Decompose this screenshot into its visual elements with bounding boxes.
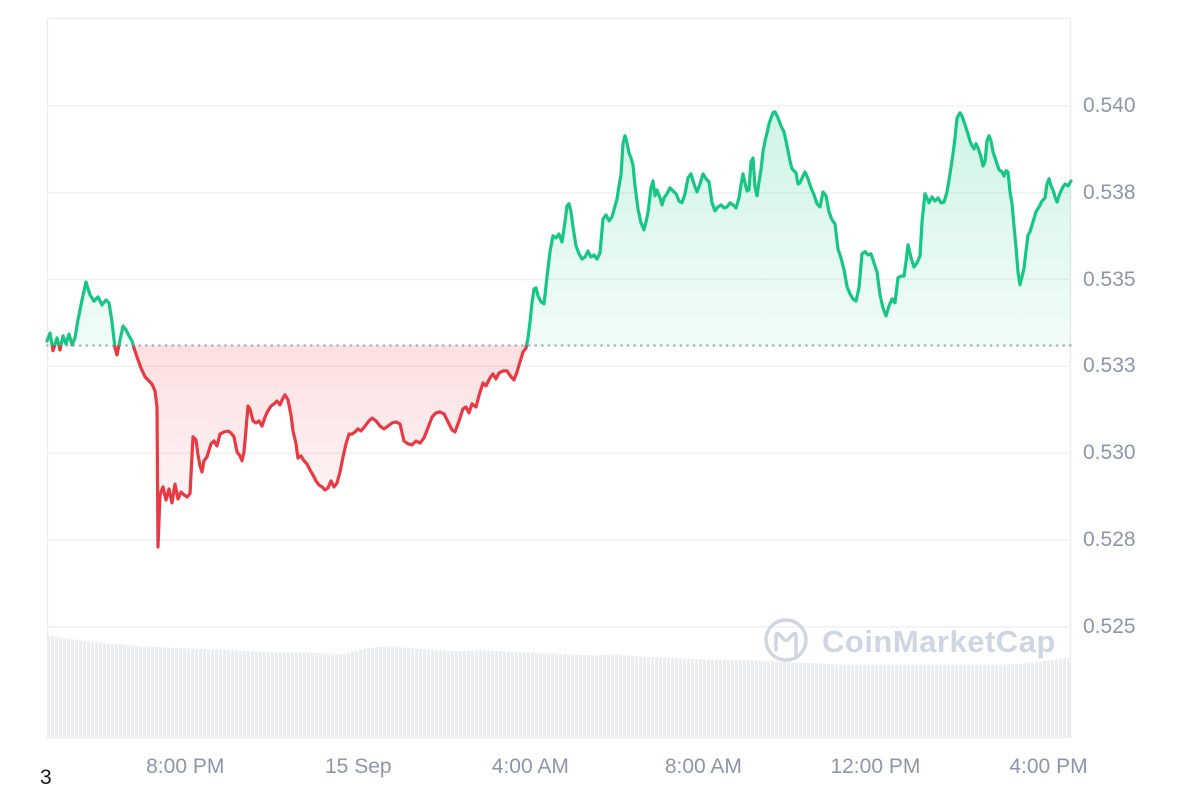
y-axis-label: 0.525 xyxy=(1083,614,1136,638)
page-indicator: 3 xyxy=(40,766,52,789)
x-axis-label: 12:00 PM xyxy=(830,755,921,778)
y-axis-label: 0.528 xyxy=(1083,528,1136,552)
coinmarketcap-watermark: CoinMarketCap xyxy=(764,618,1056,662)
x-axis-label: 4:00 PM xyxy=(1009,755,1088,778)
price-area-fill xyxy=(47,111,1071,547)
y-axis-label: 0.535 xyxy=(1083,267,1136,291)
x-axis-label: 15 Sep xyxy=(325,755,392,778)
price-line xyxy=(45,110,1073,549)
x-axis-label: 8:00 AM xyxy=(664,755,742,778)
watermark-label: CoinMarketCap xyxy=(822,624,1056,659)
x-axis-label: 4:00 AM xyxy=(491,755,569,778)
y-axis-label: 0.533 xyxy=(1083,354,1136,378)
x-axis-label: 8:00 PM xyxy=(146,755,225,778)
coinmarketcap-logo-m-icon xyxy=(774,631,798,660)
coinmarketcap-logo-icon xyxy=(764,618,808,662)
volume-bars xyxy=(47,636,1070,738)
y-axis-label: 0.530 xyxy=(1083,441,1136,465)
y-axis-label: 0.538 xyxy=(1083,180,1136,204)
y-axis-label: 0.540 xyxy=(1083,93,1136,117)
